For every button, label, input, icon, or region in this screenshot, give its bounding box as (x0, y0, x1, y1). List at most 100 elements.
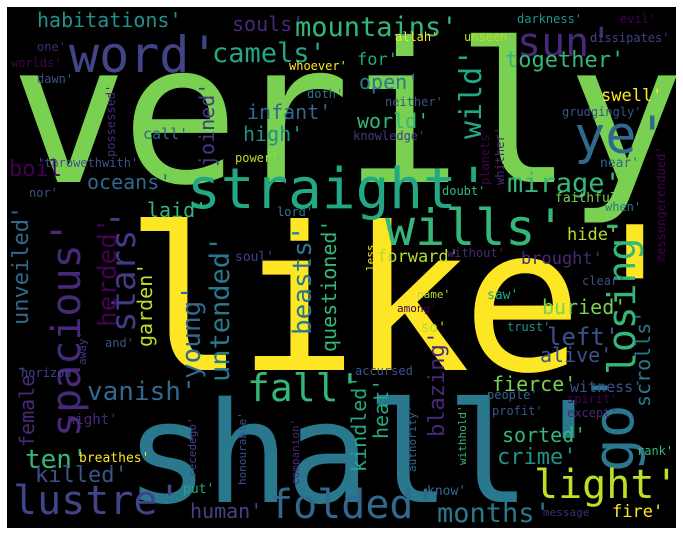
word-rank: rank' (637, 444, 674, 458)
word-dissipates: dissipates' (590, 31, 670, 45)
word-fire: fire' (612, 502, 664, 522)
word-boil: boil (9, 157, 62, 182)
word-honourable: honourable' (236, 412, 249, 485)
word-unveiled: unveiled' (9, 205, 34, 325)
word-call: call' (143, 125, 189, 143)
word-unseen: unseen (464, 30, 508, 44)
word-laid: laid' (147, 198, 208, 222)
word-folded: folded' (269, 482, 438, 528)
word-withhold: withhold' (456, 405, 469, 465)
word-left: left' (547, 323, 620, 351)
word-habitations: habitations' (37, 8, 182, 32)
word-spacious: spacious' (44, 220, 90, 437)
word-sun: sun' (517, 20, 614, 66)
word-companion: companion' (289, 418, 302, 485)
word-worlds: worlds' (11, 56, 62, 70)
word-young: young' (177, 285, 207, 379)
word-light: light' (534, 462, 676, 508)
word-infant: infant' (247, 100, 332, 124)
word-blazing: blazing' (425, 331, 450, 437)
word-swell: swell' (601, 86, 663, 106)
word-cloud: verily' like' shall' straight' word' wil… (7, 7, 676, 528)
word-untended: untended' (205, 235, 236, 382)
word-straight: straight' (187, 157, 491, 222)
word-put: put' (183, 482, 215, 497)
word-open: open' (359, 70, 420, 94)
word-planets: planets' (478, 127, 492, 185)
word-authority: authority' (406, 405, 419, 472)
word-kindled: kindled' (347, 375, 371, 472)
word-so: so' (421, 320, 447, 336)
word-alive: alive' (540, 343, 613, 367)
word-knowledge: knowledge' (353, 129, 426, 143)
word-mountains: mountains' (295, 12, 458, 43)
word-message: message (543, 506, 590, 519)
word-when: when' (605, 200, 642, 214)
word-without: without' (447, 246, 505, 260)
word-world: world' (357, 109, 430, 133)
word-soul: soul' (235, 250, 275, 265)
word-neither: neither' (385, 95, 443, 109)
word-except: except' (567, 406, 618, 420)
word-heat: heat' (369, 378, 393, 439)
word-mirage: mirage' (507, 168, 621, 199)
word-ten: ten' (25, 445, 88, 475)
word-allah: allah' (395, 30, 439, 44)
word-near: near' (600, 156, 640, 171)
word-accursed: accursed (355, 364, 413, 378)
word-know: know' (427, 484, 467, 499)
word-herded: herded' (93, 217, 123, 327)
word-nor: nor' (29, 186, 58, 200)
word-dawn: dawn' (37, 72, 74, 86)
word-oceans: oceans' (87, 170, 172, 194)
word-wills: wills' (385, 199, 566, 257)
word-high: high' (243, 122, 304, 146)
word-away: away' (76, 331, 89, 365)
word-brought: brought' (521, 249, 603, 269)
word-night: night' (67, 412, 118, 428)
word-camels: camels' (212, 38, 326, 69)
word-garden: garden' (133, 262, 157, 347)
word-throwethwith: 'throwethwith' (37, 156, 139, 170)
word-and: and' (105, 336, 134, 350)
word-hide: hide' (567, 225, 619, 245)
word-name: name' (417, 288, 451, 301)
word-doth: doth' (307, 87, 344, 101)
word-souls: souls' (232, 12, 305, 36)
word-recedego: recedego' (186, 417, 199, 477)
word-one: one' (37, 40, 66, 54)
word-less: less (364, 244, 377, 272)
word-buried: buried' (542, 295, 627, 319)
word-vanish: vanish' (87, 377, 197, 407)
word-joined: joined' (195, 82, 219, 167)
word-power: power' (235, 151, 279, 165)
word-possessed: possessed' (104, 84, 118, 157)
word-profit: profit' (492, 404, 543, 418)
word-months: months' (437, 498, 551, 528)
word-faithful: faithful' (555, 191, 626, 206)
word-word: word' (69, 26, 220, 84)
word-witness: witness' (570, 378, 643, 396)
word-shall: shall' (125, 373, 611, 528)
word-grudgingly: grudgingly' (562, 105, 642, 119)
word-whoever: whoever' (289, 59, 347, 73)
word-crime: crime' (497, 445, 577, 470)
word-verily: verily' (10, 7, 676, 228)
word-questioned: questioned' (317, 219, 341, 352)
word-people: people' (487, 388, 538, 402)
word-fall: fall' (247, 366, 362, 410)
word-fierce: fierce' (492, 372, 577, 396)
word-lord: lord' (277, 205, 314, 219)
word-lustre: lustre' (13, 478, 182, 524)
word-horizon: horizon (21, 366, 72, 380)
word-clear: clear' (582, 274, 626, 288)
word-forward: forward' (377, 247, 459, 267)
word-evil: evil' (620, 12, 657, 26)
word-killed: killed' (35, 463, 128, 488)
word-darkness: darkness' (517, 12, 583, 26)
word-like: like' (125, 185, 676, 418)
word-whither: whither' (493, 127, 507, 185)
word-doubt: doubt' (442, 184, 486, 198)
word-beasts: beasts' (288, 225, 318, 335)
word-saw: saw' (487, 288, 519, 303)
